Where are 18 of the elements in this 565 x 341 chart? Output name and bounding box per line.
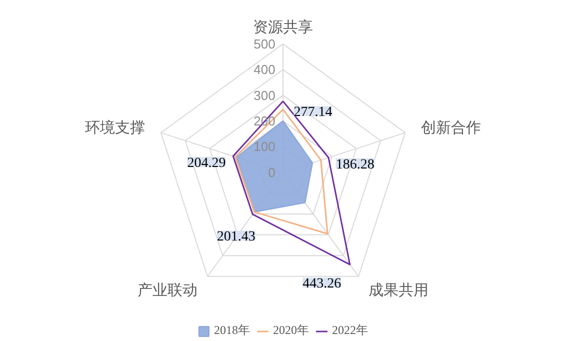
- y-tick-label: 100: [254, 139, 276, 154]
- y-tick-label: 0: [268, 164, 276, 180]
- data-label: 186.28: [336, 157, 374, 172]
- legend-label: 2020年: [273, 322, 309, 339]
- data-label: 201.43: [216, 230, 256, 245]
- spoke-label: 成果共用: [368, 280, 428, 299]
- spoke-label: 环境支撑: [85, 118, 145, 137]
- y-tick-label: 400: [254, 62, 276, 78]
- legend-label: 2018年: [214, 322, 250, 339]
- legend-label: 2022年: [332, 322, 368, 339]
- spoke-label: 创新合作: [421, 118, 481, 137]
- data-label: 204.29: [187, 156, 226, 171]
- spoke-label: 产业联动: [138, 280, 198, 299]
- y-tick-label: 300: [254, 88, 276, 103]
- spoke-label: 资源共享: [253, 18, 313, 36]
- data-label: 443.26: [302, 276, 342, 292]
- y-tick-label: 500: [254, 36, 276, 52]
- data-label: 277.14: [294, 105, 332, 120]
